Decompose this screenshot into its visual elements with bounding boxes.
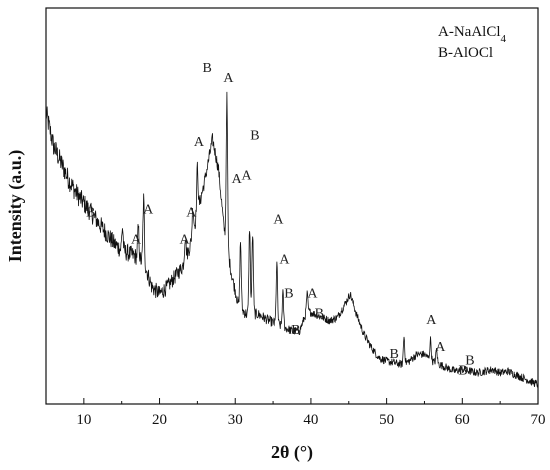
y-axis-title: Intensity (a.u.) xyxy=(5,150,26,263)
x-tick-label: 40 xyxy=(303,412,318,428)
peak-label: B xyxy=(315,306,324,321)
peak-label: A xyxy=(273,212,284,227)
peak-label: A xyxy=(131,233,142,248)
peak-label: A xyxy=(435,340,446,355)
peak-label: B xyxy=(284,286,293,301)
legend-entry: A-NaAlCl4 xyxy=(438,24,507,45)
x-tick-label: 20 xyxy=(152,412,167,428)
peak-label: A xyxy=(307,286,318,301)
peak-label: A xyxy=(143,202,154,217)
peak-label: B xyxy=(250,128,259,143)
peak-label: A xyxy=(242,169,253,184)
legend-entry: B-AlOCl xyxy=(438,45,493,61)
x-axis-title: 2θ (°) xyxy=(271,442,313,463)
peak-label: A xyxy=(194,135,205,150)
x-tick-label: 30 xyxy=(228,412,243,428)
peak-label: A xyxy=(426,313,437,328)
peak-label: A xyxy=(179,233,190,248)
x-tick-label: 50 xyxy=(379,412,394,428)
xrd-series-line xyxy=(45,91,539,389)
peak-label: A xyxy=(186,206,197,221)
plot-frame xyxy=(45,7,539,405)
x-tick-label: 60 xyxy=(455,412,470,428)
peak-label: A xyxy=(279,253,290,268)
peak-label: B xyxy=(203,61,212,76)
x-tick-label: 70 xyxy=(531,412,546,428)
peak-label: B xyxy=(390,347,399,362)
peak-label: B xyxy=(86,206,95,221)
peak-label: B xyxy=(465,353,474,368)
peak-label: A xyxy=(223,71,234,86)
peak-label: B xyxy=(458,364,467,379)
x-tick-label: 10 xyxy=(76,412,91,428)
peak-label: A xyxy=(232,172,243,187)
peak-label: B xyxy=(291,323,300,338)
